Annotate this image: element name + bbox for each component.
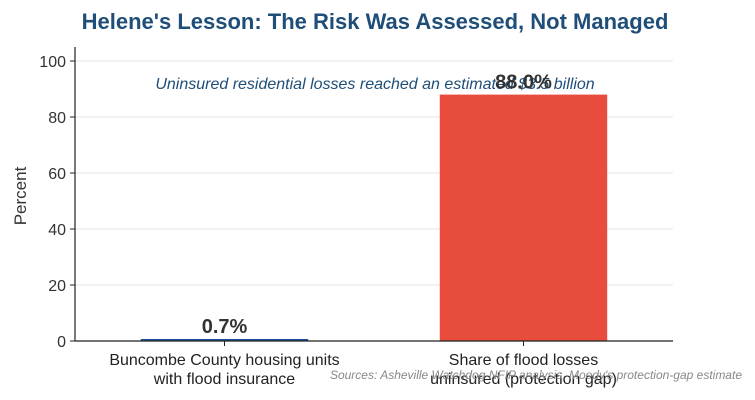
bar <box>140 339 309 341</box>
y-tick-label: 40 <box>48 222 66 239</box>
y-axis-label: Percent <box>11 166 30 225</box>
bars <box>140 94 608 341</box>
y-ticks: 0 20 40 60 80 100 <box>39 54 75 351</box>
chart-title: Helene's Lesson: The Risk Was Assessed, … <box>82 9 669 34</box>
value-labels: 0.7% 88.0% <box>202 72 552 338</box>
source-note: Sources: Asheville Watchdog NFIP analysi… <box>330 368 742 382</box>
x-category-label: uninsured (protection gap) <box>430 371 617 388</box>
bar-value-label: 0.7% <box>202 316 248 338</box>
category-labels: Buncombe County housing units with flood … <box>109 341 617 388</box>
x-category-label: Buncombe County housing units <box>109 352 339 369</box>
y-tick-label: 100 <box>39 54 66 71</box>
y-tick-label: 80 <box>48 110 66 127</box>
x-category-label: Share of flood losses <box>449 352 598 369</box>
bar <box>439 94 608 341</box>
bar-value-label: 88.0% <box>495 72 552 94</box>
annotation-text: Uninsured residential losses reached an … <box>155 76 594 93</box>
y-tick-label: 0 <box>57 334 66 351</box>
axes <box>74 47 673 342</box>
y-tick-label: 20 <box>48 278 66 295</box>
x-category-label: with flood insurance <box>153 371 296 388</box>
y-tick-label: 60 <box>48 166 66 183</box>
